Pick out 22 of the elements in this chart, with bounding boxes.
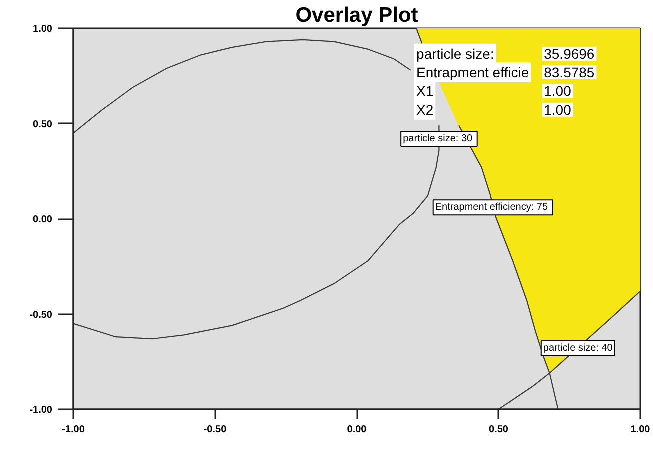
x-tick-label: -1.00 [62,424,86,436]
annotation: 83.5785 [544,64,595,81]
annotation: 1.00 [544,102,572,118]
y-tick-label: 1.00 [33,24,53,35]
y-tick-label: -0.50 [30,310,53,321]
y-tick-label: 0.00 [33,214,53,226]
x-tick-label: -0.50 [204,424,228,436]
x-tick-label: 0.00 [347,424,368,436]
annotation: 1.00 [544,83,572,100]
annotation: particle size: 30 [403,133,474,144]
annotation: X2 [416,102,434,118]
x-tick-label: 0.50 [489,424,509,436]
y-tick-label: 0.50 [33,119,53,130]
annotation: particle size: [416,46,494,62]
y-tick-label: -1.00 [30,405,53,416]
annotation: particle size: 40 [543,343,614,354]
x-tick-label: 1.00 [630,424,651,436]
annotation: Entrapment efficie [416,64,530,81]
annotation: 35.9696 [544,46,595,62]
annotation: Entrapment efficiency: 75 [435,202,548,214]
chart-title: Overlay Plot [296,4,418,27]
annotation: X1 [416,83,434,100]
